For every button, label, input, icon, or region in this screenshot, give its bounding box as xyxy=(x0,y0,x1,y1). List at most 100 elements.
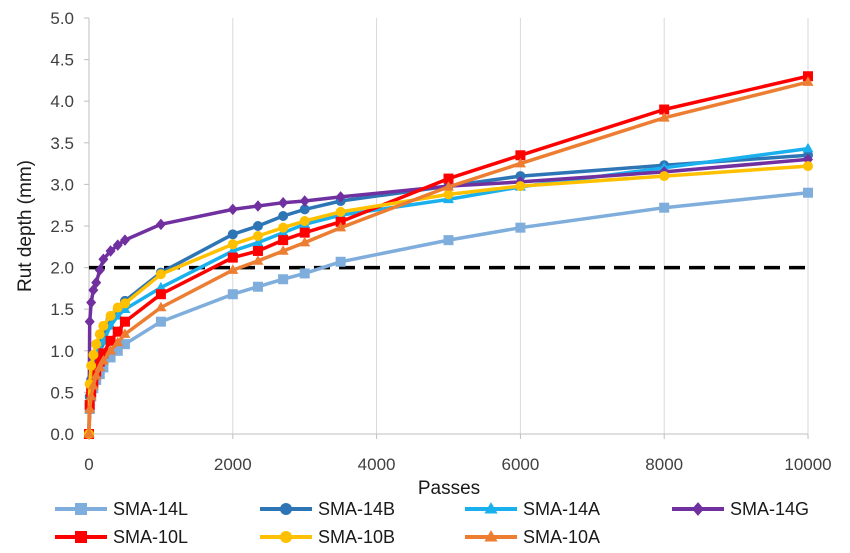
data-point-sma-14a xyxy=(802,142,814,153)
data-point-sma-10l xyxy=(443,173,454,184)
series-sma-10a xyxy=(83,76,814,438)
legend-label: SMA-10B xyxy=(318,527,395,547)
data-point-sma-14l xyxy=(119,339,130,350)
y-tick-label: 0.0 xyxy=(50,425,74,444)
data-point-sma-10b xyxy=(335,206,346,217)
data-point-sma-14g xyxy=(94,264,105,276)
legend-item-sma-14l: SMA-14L xyxy=(55,499,188,519)
data-point-sma-10a xyxy=(277,245,289,255)
legend-marker xyxy=(280,531,292,543)
x-tick-label: 2000 xyxy=(214,455,252,474)
data-point-sma-10a xyxy=(83,428,95,438)
y-tick-label: 2.0 xyxy=(50,259,74,278)
data-point-sma-14g xyxy=(335,191,346,203)
data-point-sma-10b xyxy=(86,360,97,371)
y-tick-label: 2.5 xyxy=(50,217,74,236)
legend-marker xyxy=(75,531,87,543)
data-point-sma-10l xyxy=(155,289,166,300)
data-point-sma-10l xyxy=(299,227,310,238)
data-point-sma-14a xyxy=(155,281,167,292)
legend-item-sma-14g: SMA-14G xyxy=(672,499,809,519)
data-point-sma-14l xyxy=(335,256,346,267)
y-tick-label: 4.0 xyxy=(50,92,74,111)
data-point-sma-10a xyxy=(658,112,670,122)
data-point-sma-14g xyxy=(155,218,166,231)
legend-label: SMA-10L xyxy=(113,527,188,547)
series-line-sma-10b xyxy=(87,164,810,436)
x-tick-label: 10000 xyxy=(784,455,831,474)
series-sma-10b xyxy=(84,161,813,439)
data-point-sma-10l xyxy=(112,326,123,337)
data-point-sma-14b xyxy=(227,229,238,240)
data-point-sma-10a xyxy=(94,361,106,372)
data-point-sma-14l xyxy=(105,352,116,363)
data-point-sma-10l xyxy=(659,104,670,115)
data-point-sma-10a xyxy=(97,355,109,365)
data-point-sma-10b xyxy=(252,230,263,241)
data-point-sma-14g xyxy=(105,245,116,257)
axes xyxy=(84,17,809,439)
data-point-sma-14b xyxy=(252,221,263,231)
data-point-sma-14l xyxy=(443,235,454,246)
data-point-sma-10a xyxy=(112,336,124,347)
legend-label: SMA-14G xyxy=(730,499,809,519)
data-point-sma-14g xyxy=(252,200,263,212)
data-point-sma-10a xyxy=(119,328,131,338)
data-point-sma-14g xyxy=(119,234,130,246)
legend-marker xyxy=(280,503,292,515)
legend-item-sma-10b: SMA-10B xyxy=(260,527,395,547)
data-point-sma-10a xyxy=(802,76,814,86)
x-tick-label: 8000 xyxy=(645,455,683,474)
data-point-sma-10l xyxy=(278,235,289,246)
data-point-sma-10l xyxy=(98,348,109,359)
data-point-sma-10b xyxy=(299,216,310,227)
data-point-sma-10b xyxy=(119,298,130,309)
data-point-sma-10b xyxy=(98,320,109,331)
y-tick-label: 4.5 xyxy=(50,51,74,70)
data-point-sma-10a xyxy=(299,236,311,247)
legend-label: SMA-14A xyxy=(523,499,600,519)
y-tick-label: 5.0 xyxy=(50,9,74,28)
data-point-sma-14g xyxy=(227,203,238,216)
data-point-sma-10b xyxy=(278,222,289,233)
data-point-sma-14b xyxy=(515,171,526,182)
data-point-sma-10b xyxy=(91,339,102,350)
data-point-sma-10b xyxy=(515,181,526,192)
data-point-sma-10l xyxy=(515,150,526,161)
data-point-sma-14b xyxy=(299,204,310,215)
data-point-sma-14g xyxy=(84,315,95,328)
legend-marker xyxy=(692,502,704,516)
series-line-sma-14l xyxy=(87,190,810,436)
data-point-sma-14g xyxy=(98,253,109,266)
data-point-sma-10l xyxy=(335,216,346,227)
data-point-sma-10a xyxy=(105,345,117,355)
data-point-sma-10a xyxy=(90,370,102,380)
data-point-sma-10b xyxy=(155,269,166,280)
data-point-sma-10a xyxy=(514,157,526,168)
legend-marker xyxy=(484,502,498,514)
data-point-sma-10a xyxy=(335,221,347,232)
y-tick-label: 0.5 xyxy=(50,383,74,402)
x-tick-label: 0 xyxy=(84,455,93,474)
data-point-sma-10a xyxy=(87,379,99,390)
y-axis-title: Rut depth (mm) xyxy=(15,160,36,292)
data-point-sma-10l xyxy=(227,252,238,263)
legend-marker xyxy=(75,503,87,515)
data-point-sma-14g xyxy=(299,195,310,207)
data-point-sma-14g xyxy=(112,239,123,251)
data-point-sma-14g xyxy=(91,276,102,289)
y-tick-label: 3.5 xyxy=(50,134,74,153)
legend-item-sma-10a: SMA-10A xyxy=(465,527,600,547)
x-tick-label: 4000 xyxy=(358,455,396,474)
data-point-sma-14b xyxy=(278,211,289,222)
data-point-sma-10a xyxy=(443,181,454,191)
data-point-sma-10a xyxy=(84,403,96,413)
y-tick-label: 3.0 xyxy=(50,175,74,194)
data-point-sma-10b xyxy=(803,161,813,172)
legend-label: SMA-10A xyxy=(523,527,600,547)
data-point-sma-10b xyxy=(659,171,670,182)
data-point-sma-10l xyxy=(803,71,813,82)
legend-item-sma-10l: SMA-10L xyxy=(55,527,188,547)
y-tick-label: 1.5 xyxy=(50,300,74,319)
